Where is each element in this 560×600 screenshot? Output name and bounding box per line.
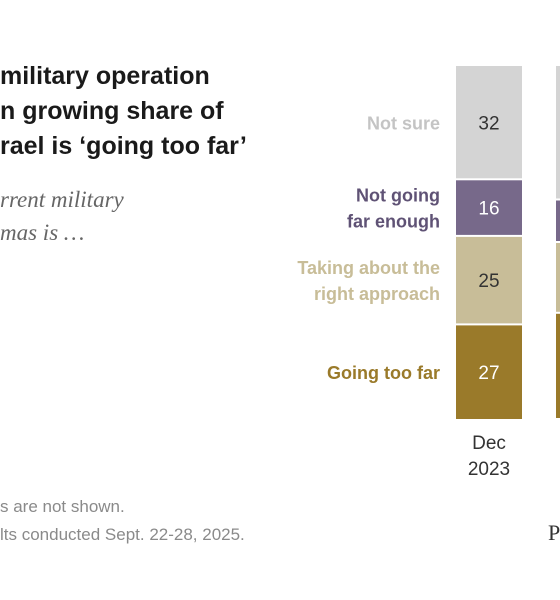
data-label-0: 27 [478, 363, 499, 384]
partial-bar-segment-0 [556, 313, 560, 418]
partial-bar-segment-2 [556, 200, 560, 241]
legend-label-1-line-0: Taking about the [297, 258, 440, 278]
chart-subtitle-line-1: rrent military [0, 187, 124, 212]
bar-segment-not-going-far-enough [456, 180, 522, 235]
legend-label-0-line-0: Going too far [327, 363, 440, 383]
data-label-2: 16 [478, 199, 499, 220]
chart-title-line-1: military operation [0, 62, 210, 90]
bar-segment-taking-about-the-right-approach [456, 236, 522, 324]
chart-title-line-3: rael is ‘going too far’ [0, 132, 247, 160]
data-label-1: 25 [478, 271, 499, 292]
chart-title-line-2: n growing share of [0, 97, 224, 125]
x-tick-label-line-0: Dec [472, 433, 506, 454]
legend-label-2-line-0: Not going [356, 186, 440, 206]
legend-label-2-line-1: far enough [347, 212, 440, 232]
bar-segment-going-too-far [456, 325, 522, 419]
chart-subtitle-line-2: mas is … [0, 220, 85, 245]
brand-logo: P [548, 520, 560, 545]
bar-segment-not-sure [456, 66, 522, 179]
footnote-line-1: s are not shown. [0, 497, 125, 516]
data-label-3: 32 [478, 114, 499, 135]
x-tick-label-line-1: 2023 [468, 459, 510, 480]
legend-label-1-line-1: right approach [314, 284, 440, 304]
partial-bar-segment-1 [556, 243, 560, 312]
legend-label-3-line-0: Not sure [367, 114, 440, 134]
footnote-line-2: lts conducted Sept. 22-28, 2025. [0, 525, 245, 544]
partial-bar-segment-3 [556, 66, 560, 199]
